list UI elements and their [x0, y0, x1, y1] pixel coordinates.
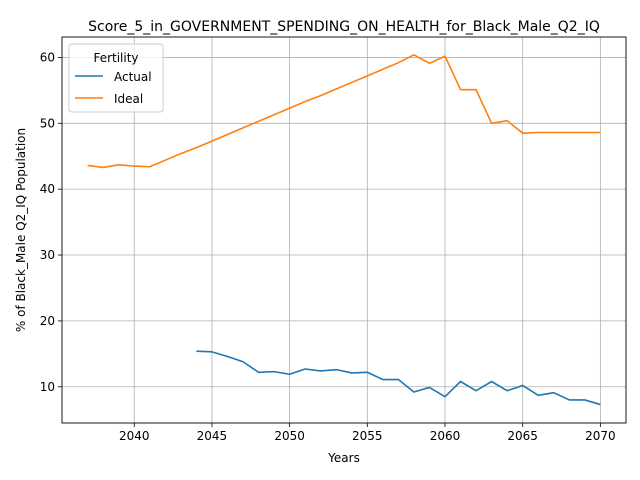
- y-tick-label: 50: [40, 116, 55, 130]
- legend-label-ideal: Ideal: [114, 92, 143, 106]
- y-tick-label: 60: [40, 50, 55, 64]
- legend-label-actual: Actual: [114, 70, 152, 84]
- series-line-ideal: [87, 53, 601, 169]
- x-tick-label: 2060: [430, 429, 461, 443]
- x-tick-label: 2050: [274, 429, 305, 443]
- y-tick-label: 20: [40, 314, 55, 328]
- y-tick-label: 30: [40, 248, 55, 262]
- axis-ticks: 2040 2045 2050 2055 2060 2065 2070 10 20 30 40 50 60: [40, 50, 616, 443]
- series-lines: [87, 53, 601, 406]
- y-tick-label: 40: [40, 182, 55, 196]
- x-tick-label: 2045: [197, 429, 228, 443]
- y-tick-label: 10: [40, 380, 55, 394]
- x-tick-label: 2070: [585, 429, 616, 443]
- x-tick-label: 2065: [507, 429, 538, 443]
- x-tick-label: 2040: [119, 429, 150, 443]
- legend-title: Fertility: [93, 51, 138, 65]
- y-axis-label: % of Black_Male Q2_IQ Population: [14, 128, 28, 332]
- grid: [62, 37, 626, 423]
- series-line-actual: [196, 350, 601, 406]
- x-axis-label: Years: [327, 451, 360, 465]
- legend-box: [68, 43, 164, 113]
- x-tick-label: 2055: [352, 429, 383, 443]
- chart-title: Score_5_in_GOVERNMENT_SPENDING_ON_HEALTH…: [88, 19, 600, 35]
- legend: Fertility Actual Ideal: [68, 43, 164, 113]
- plot-frame: [61, 36, 627, 424]
